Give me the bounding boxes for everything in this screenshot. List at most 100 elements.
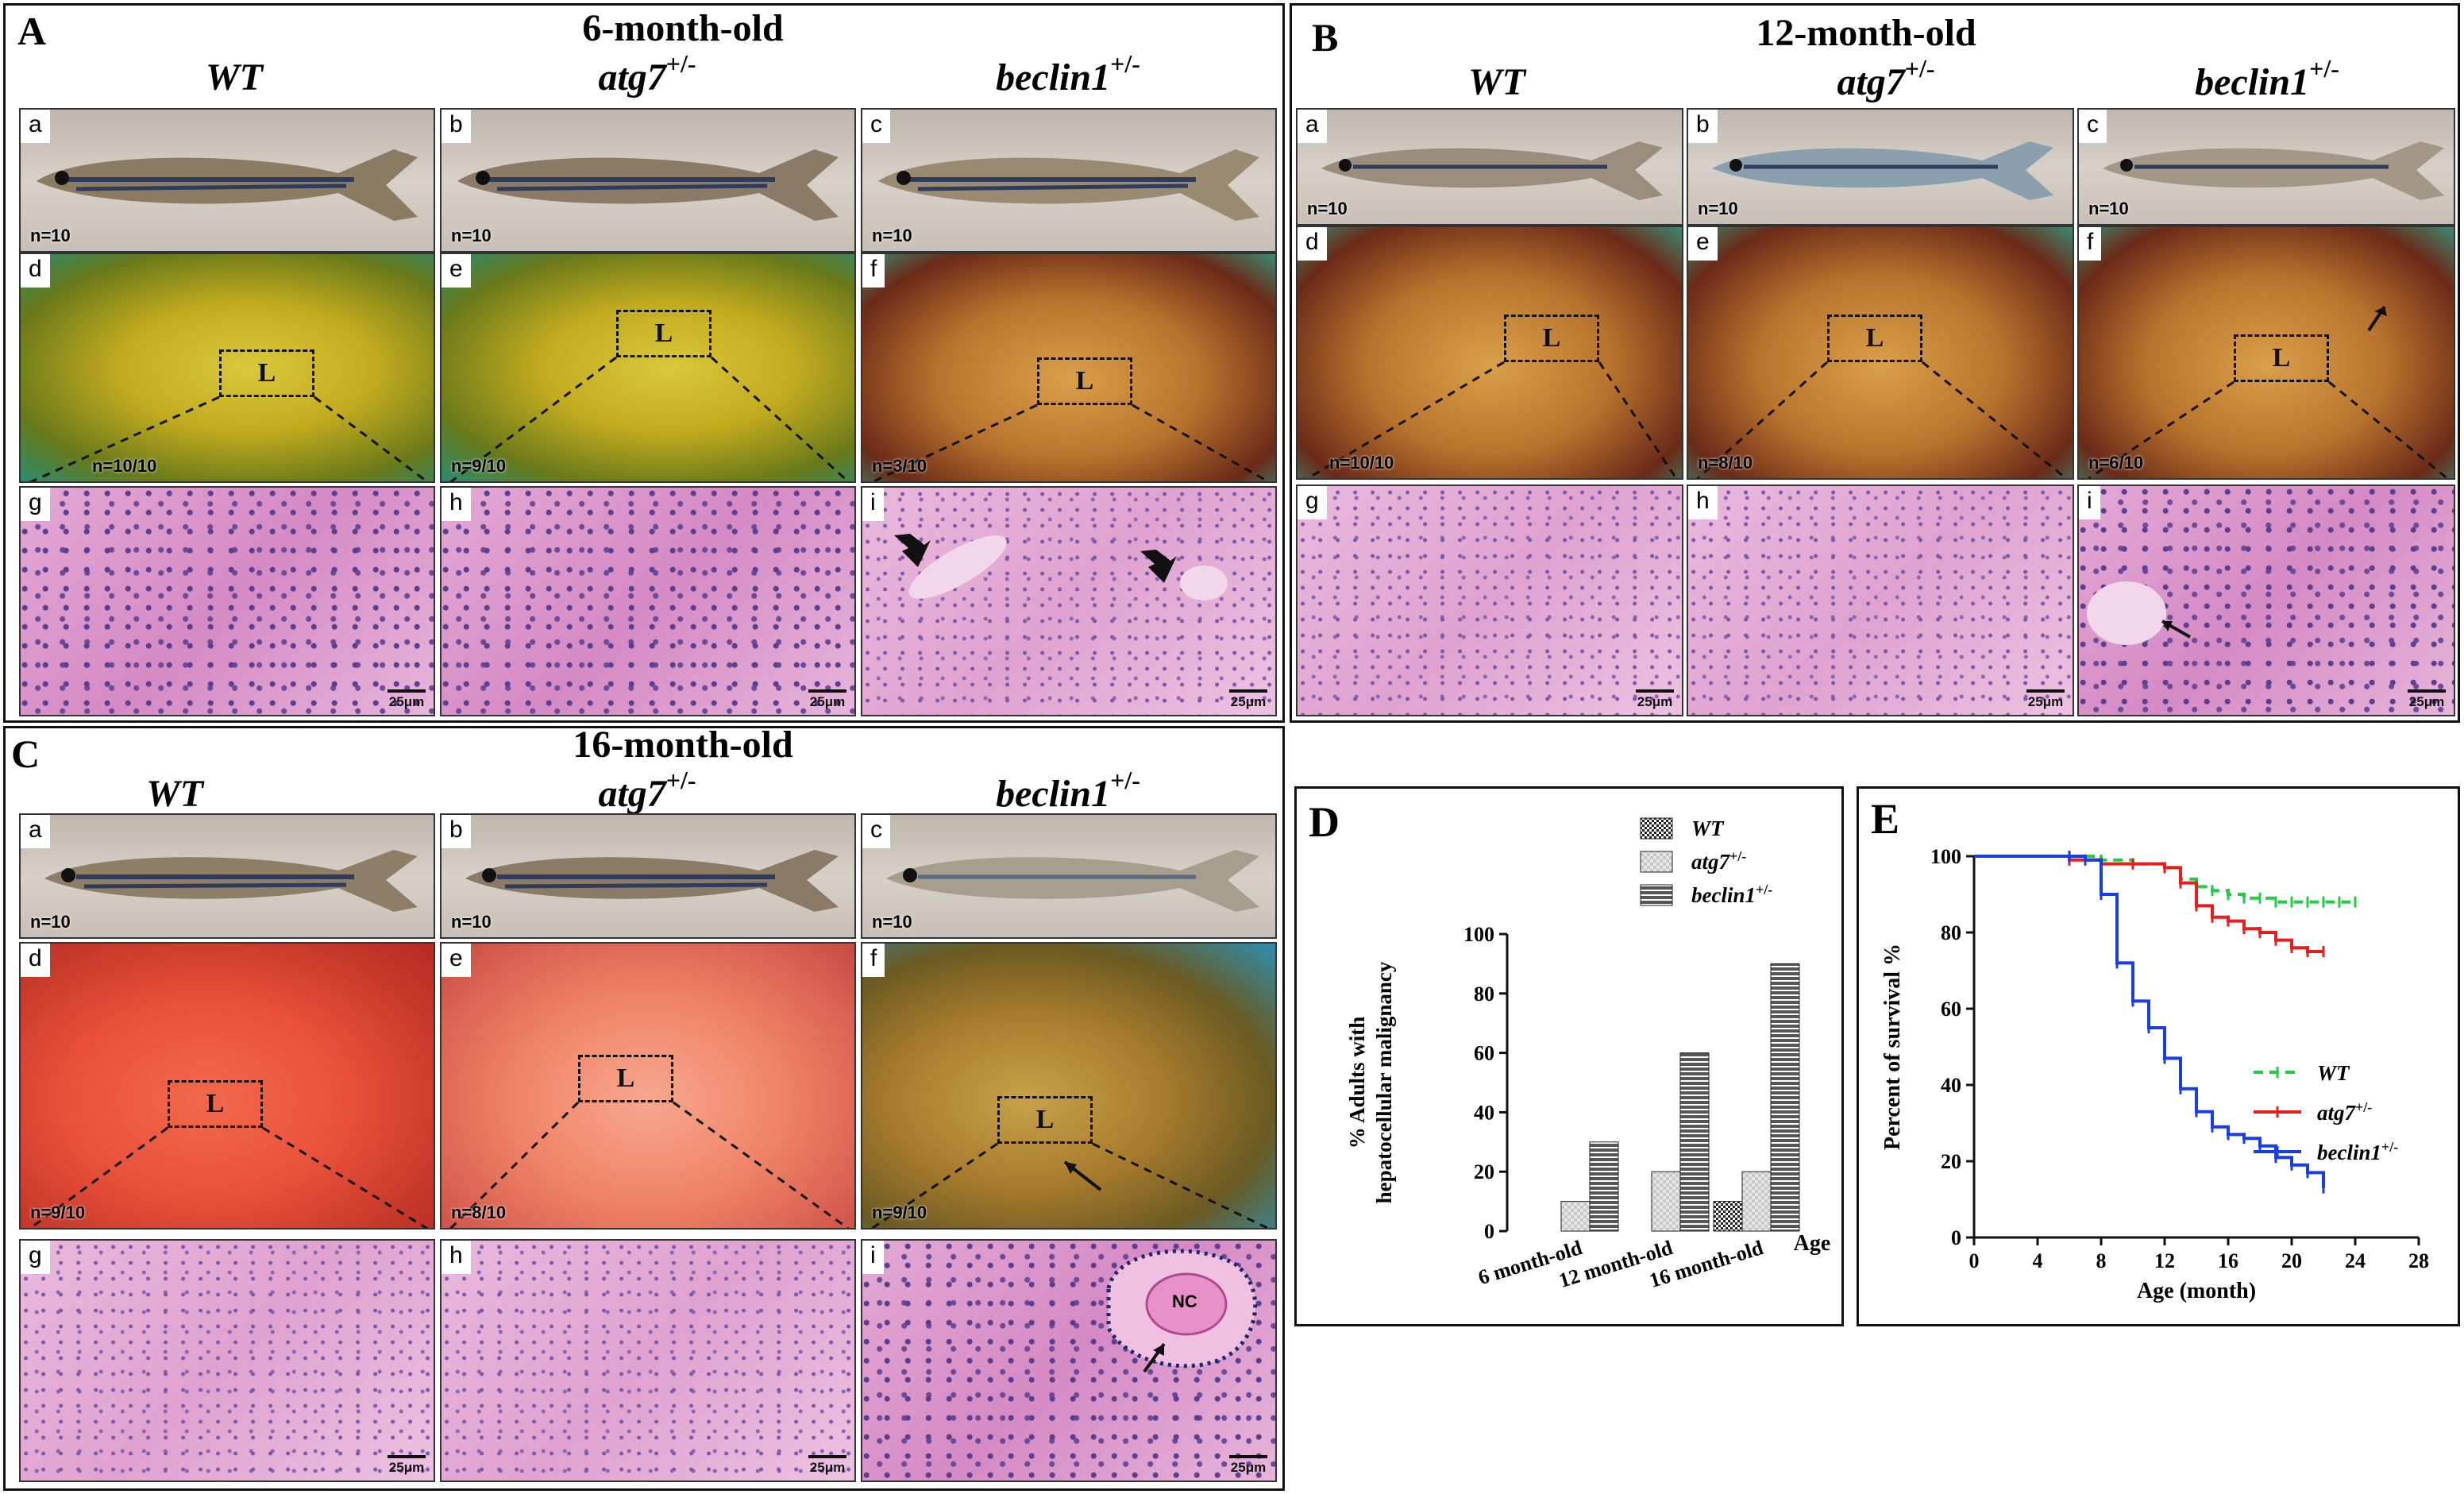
x-tick-label: 0 — [1969, 1249, 1980, 1272]
subpanel-label: g — [21, 1241, 50, 1274]
subpanel-label: c — [2079, 110, 2107, 143]
scale-bar: 25μm — [388, 1455, 426, 1476]
liver-roi-box: L — [997, 1096, 1093, 1144]
arrow-icon — [894, 534, 1228, 600]
x-tick-label: 28 — [2408, 1249, 2429, 1272]
sample-count: n=10 — [872, 226, 912, 245]
fish-image — [457, 149, 839, 221]
necrosis-outline — [1106, 1249, 1258, 1373]
panel-a-liver-atg7: L e n=9/10 — [440, 253, 856, 483]
survival-curve-atg7 — [1974, 855, 2323, 953]
bar-chart: 0 20 40 60 80 100 % Adults with hepatocellular … — [1345, 816, 1831, 1292]
subpanel-label: e — [442, 254, 471, 288]
x-tick-label: 12 — [2154, 1249, 2175, 1272]
x-tick-label: 4 — [2033, 1249, 2043, 1272]
fish-image — [2103, 141, 2444, 200]
panel-c-histology-atg7: h 25μm — [440, 1239, 856, 1482]
survival-curve-beclin1 — [1974, 855, 2325, 1188]
panel-b-fish-atg7: b n=10 — [1687, 108, 2074, 226]
zoom-lines — [29, 1126, 429, 1228]
panel-a-histology-beclin1: i 25μm — [861, 486, 1277, 716]
subpanel-label: e — [1688, 227, 1718, 261]
subpanel-label: b — [442, 815, 471, 848]
sample-count: n=8/10 — [1698, 453, 1753, 473]
sample-count: n=10/10 — [1329, 453, 1394, 473]
sample-count: n=10 — [872, 912, 912, 932]
sample-count: n=10 — [2088, 199, 2129, 218]
bar-atg7 — [1651, 1171, 1681, 1232]
sample-count: n=8/10 — [451, 1203, 507, 1222]
panel-c-age-title: 16-month-old — [573, 724, 793, 766]
fish-image — [465, 850, 839, 912]
zoom-lines — [1695, 361, 2068, 478]
panel-c-genotype-beclin1: beclin1+/- — [996, 766, 1140, 815]
sample-count: n=6/10 — [2088, 453, 2144, 473]
fish-image — [878, 149, 1259, 221]
fish-image — [1712, 141, 2053, 200]
panel-e-letter: E — [1871, 795, 1900, 843]
zoom-lines — [29, 396, 429, 481]
panel-b-genotype-beclin1: beclin1+/- — [2195, 54, 2339, 103]
subpanel-label: b — [442, 110, 471, 143]
arrow-icon — [2087, 581, 2191, 645]
liver-roi-box: L — [2234, 334, 2329, 382]
legend-label-wt: WT — [2317, 1061, 2350, 1085]
y-tick-label: 40 — [1474, 1101, 1494, 1124]
subpanel-label: d — [1298, 227, 1327, 261]
x-tick-label: 16 — [2218, 1249, 2238, 1272]
fish-image — [886, 850, 1259, 912]
subpanel-label: i — [2079, 486, 2100, 519]
panel-c-genotype-wt: WT — [146, 773, 203, 815]
liver-roi-box: L — [578, 1055, 673, 1102]
liver-roi-box: L — [219, 349, 314, 397]
bar-atg7 — [1741, 1171, 1772, 1232]
y-tick-label: 80 — [1941, 921, 1961, 944]
y-tick-label: 20 — [1474, 1160, 1494, 1183]
panel-c-fish-atg7: b n=10 — [440, 813, 856, 939]
y-tick-label: 20 — [1941, 1150, 1961, 1173]
subpanel-label: i — [862, 488, 884, 521]
panel-c-liver-wt: L d n=9/10 — [19, 942, 435, 1230]
panel-b-age-title: 12-month-old — [1756, 12, 1976, 54]
x-axis-label: Age — [1794, 1231, 1831, 1256]
subpanel-label: a — [1298, 110, 1327, 143]
panel-a-genotype-atg7: atg7+/- — [598, 49, 696, 98]
panel-a-histology-atg7: h 25μm — [440, 486, 856, 716]
sample-count: n=10/10 — [92, 456, 157, 476]
panel-b-liver-wt: L d n=10/10 — [1296, 226, 1683, 480]
sample-count: n=9/10 — [872, 1203, 927, 1222]
bar-wt — [1713, 1201, 1743, 1232]
panel-a-histology-wt: g 25μm — [19, 486, 435, 716]
subpanel-label: c — [862, 110, 890, 143]
subpanel-label: c — [862, 815, 890, 848]
panel-c-genotype-atg7: atg7+/- — [598, 766, 696, 815]
fish-image — [44, 850, 418, 912]
legend-swatch-atg7 — [1640, 851, 1673, 873]
y-tick-label: 0 — [1951, 1226, 1961, 1249]
survival-chart: 0 20 40 60 80 100 0 4 8 12 16 20 24 28 Age (month) Perc… — [1880, 845, 2429, 1303]
panel-a-fish-atg7: b n=10 — [440, 108, 856, 253]
zoom-lines — [2087, 305, 2449, 478]
y-tick-label: 100 — [1463, 923, 1494, 946]
y-tick-label: 60 — [1941, 998, 1961, 1021]
liver-roi-box: L — [616, 310, 711, 357]
sample-count: n=10 — [30, 226, 71, 245]
y-tick-label: 80 — [1474, 982, 1494, 1006]
sample-count: n=9/10 — [451, 456, 507, 476]
legend-label-beclin1: beclin1+/- — [2317, 1139, 2398, 1164]
panel-b-liver-atg7: L e n=8/10 — [1687, 226, 2074, 480]
zoom-lines — [449, 356, 850, 481]
scale-bar: 25μm — [808, 689, 846, 710]
panel-b-genotype-atg7: atg7+/- — [1837, 54, 1935, 103]
y-axis-label: Percent of survival % — [1880, 944, 1905, 1150]
x-tick-label: 8 — [2096, 1249, 2107, 1272]
legend-label-atg7: atg7+/- — [1691, 848, 1746, 874]
panel-b-liver-beclin1: L f n=6/10 — [2077, 226, 2455, 480]
sample-count: n=9/10 — [30, 1203, 86, 1222]
sample-count: n=10 — [1307, 199, 1348, 218]
liver-roi-box: L — [168, 1080, 263, 1128]
subpanel-label: h — [442, 1241, 471, 1274]
sample-count: n=10 — [30, 912, 71, 932]
panel-c-letter: C — [11, 732, 40, 776]
panel-b-histology-beclin1: i 25μm — [2077, 484, 2455, 716]
